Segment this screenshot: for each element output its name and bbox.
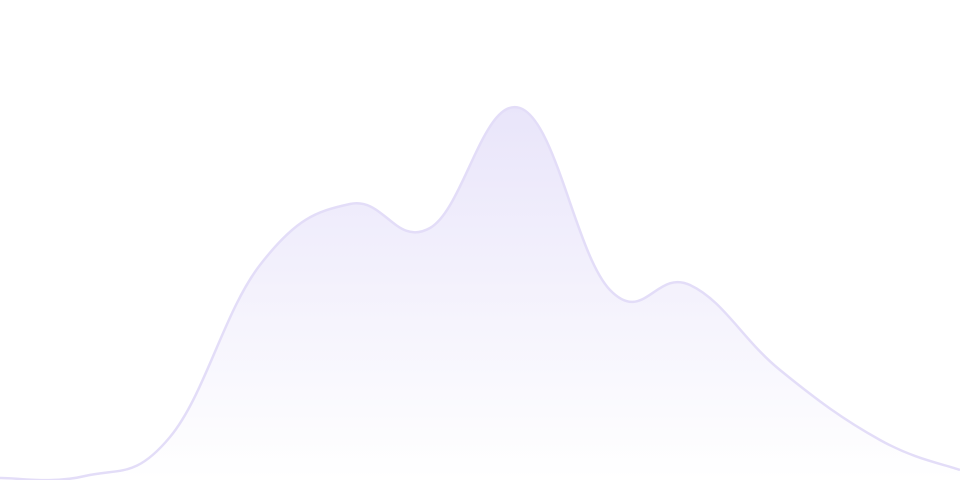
area-fill: [0, 107, 960, 480]
area-line: [0, 105, 960, 480]
